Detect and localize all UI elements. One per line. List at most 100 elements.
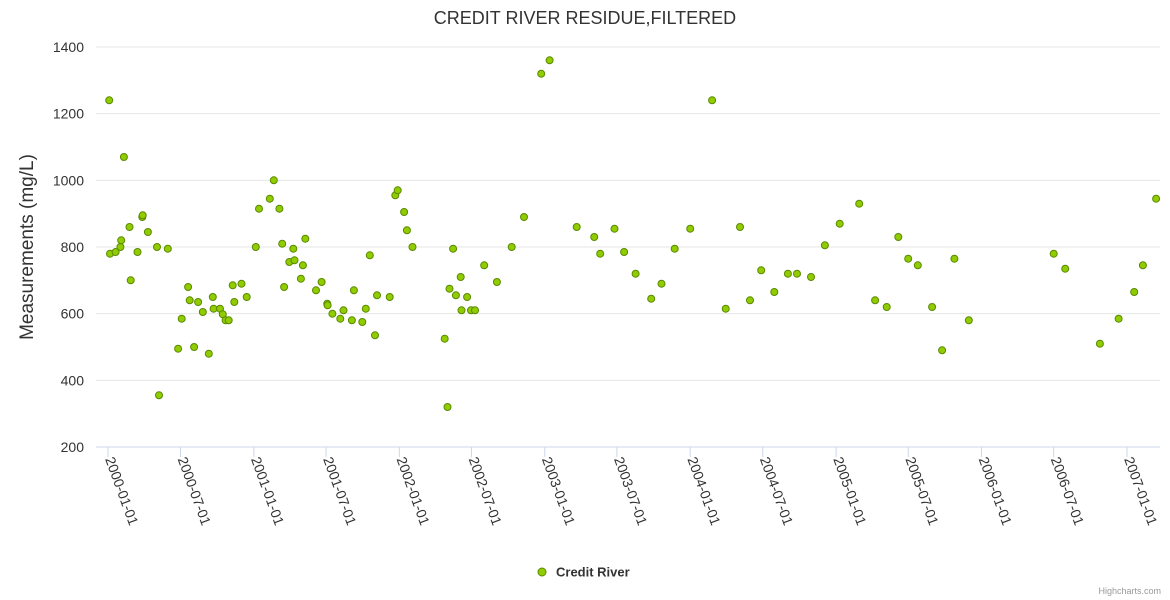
data-point[interactable] xyxy=(290,256,299,265)
data-point[interactable] xyxy=(928,303,937,311)
data-point[interactable] xyxy=(620,248,629,256)
data-point[interactable] xyxy=(783,269,792,278)
data-point[interactable] xyxy=(904,254,913,263)
data-point[interactable] xyxy=(105,96,114,105)
data-point[interactable] xyxy=(793,269,801,278)
data-point[interactable] xyxy=(228,281,237,290)
data-point[interactable] xyxy=(440,334,449,343)
data-point[interactable] xyxy=(275,204,284,213)
data-point[interactable] xyxy=(301,234,310,243)
data-point[interactable] xyxy=(686,224,695,233)
data-point[interactable] xyxy=(155,391,163,400)
data-point[interactable] xyxy=(807,273,815,281)
data-point[interactable] xyxy=(657,279,666,288)
data-point[interactable] xyxy=(443,403,452,411)
data-point[interactable] xyxy=(408,243,417,251)
data-point[interactable] xyxy=(1049,249,1058,258)
data-point[interactable] xyxy=(133,248,142,256)
data-point[interactable] xyxy=(242,293,251,301)
data-point[interactable] xyxy=(456,273,465,281)
data-point[interactable] xyxy=(480,261,489,270)
data-point[interactable] xyxy=(230,298,239,306)
data-point[interactable] xyxy=(174,344,183,353)
data-point[interactable] xyxy=(670,244,679,253)
data-point[interactable] xyxy=(882,303,891,311)
data-point[interactable] xyxy=(545,56,554,65)
data-point[interactable] xyxy=(855,199,864,208)
data-point[interactable] xyxy=(328,309,337,318)
data-point[interactable] xyxy=(358,318,367,326)
data-point[interactable] xyxy=(280,283,289,291)
data-point[interactable] xyxy=(278,239,287,248)
data-point[interactable] xyxy=(1130,288,1139,296)
data-point[interactable] xyxy=(339,306,348,315)
data-point[interactable] xyxy=(871,296,880,305)
data-point[interactable] xyxy=(269,176,278,185)
data-point[interactable] xyxy=(457,306,466,315)
legend[interactable]: Credit River xyxy=(537,565,630,580)
data-point[interactable] xyxy=(492,278,501,286)
data-point[interactable] xyxy=(708,96,717,105)
data-point[interactable] xyxy=(265,194,274,203)
data-point[interactable] xyxy=(371,331,379,340)
data-point[interactable] xyxy=(721,304,730,313)
data-point[interactable] xyxy=(1152,194,1161,203)
data-point[interactable] xyxy=(1095,339,1104,348)
data-point[interactable] xyxy=(361,304,370,313)
data-point[interactable] xyxy=(1061,264,1070,273)
data-point[interactable] xyxy=(757,266,766,275)
data-point[interactable] xyxy=(590,233,599,241)
data-point[interactable] xyxy=(125,223,134,231)
data-point[interactable] xyxy=(445,284,454,293)
data-point[interactable] xyxy=(451,291,460,300)
data-point[interactable] xyxy=(298,261,307,270)
data-point[interactable] xyxy=(835,219,844,228)
data-point[interactable] xyxy=(365,251,374,260)
data-point[interactable] xyxy=(312,286,320,295)
data-point[interactable] xyxy=(400,208,409,216)
data-point[interactable] xyxy=(204,349,213,358)
data-point[interactable] xyxy=(255,204,263,213)
data-point[interactable] xyxy=(349,286,358,295)
data-point[interactable] xyxy=(938,346,947,355)
data-point[interactable] xyxy=(507,243,516,251)
data-point[interactable] xyxy=(116,243,125,251)
data-point[interactable] xyxy=(950,254,959,263)
data-point[interactable] xyxy=(117,236,126,245)
credits-link[interactable]: Highcharts.com xyxy=(1098,586,1161,596)
data-point[interactable] xyxy=(163,244,172,253)
data-point[interactable] xyxy=(138,211,147,220)
data-point[interactable] xyxy=(631,269,640,278)
data-point[interactable] xyxy=(126,276,135,285)
data-point[interactable] xyxy=(746,296,754,305)
data-point[interactable] xyxy=(111,248,120,256)
data-point[interactable] xyxy=(1114,314,1123,323)
data-point[interactable] xyxy=(449,244,458,253)
data-point[interactable] xyxy=(190,343,199,351)
data-point[interactable] xyxy=(224,316,233,325)
data-point[interactable] xyxy=(770,288,779,296)
data-point[interactable] xyxy=(520,213,528,221)
data-point[interactable] xyxy=(820,241,829,250)
data-point[interactable] xyxy=(647,294,656,303)
data-point[interactable] xyxy=(385,293,394,301)
data-point[interactable] xyxy=(177,314,186,323)
data-point[interactable] xyxy=(373,291,381,300)
data-point[interactable] xyxy=(185,296,194,305)
data-point[interactable] xyxy=(296,274,305,283)
data-point[interactable] xyxy=(402,226,411,235)
data-point[interactable] xyxy=(143,228,152,236)
data-point[interactable] xyxy=(347,316,356,325)
data-point[interactable] xyxy=(198,308,207,316)
data-point[interactable] xyxy=(237,279,246,288)
data-point[interactable] xyxy=(194,298,203,306)
data-point[interactable] xyxy=(471,306,479,315)
data-point[interactable] xyxy=(572,223,581,231)
data-point[interactable] xyxy=(463,293,472,301)
data-point[interactable] xyxy=(289,244,298,253)
data-point[interactable] xyxy=(596,249,605,258)
data-point[interactable] xyxy=(736,223,744,231)
data-point[interactable] xyxy=(1138,261,1147,270)
data-point[interactable] xyxy=(119,153,128,161)
data-point[interactable] xyxy=(317,278,326,286)
